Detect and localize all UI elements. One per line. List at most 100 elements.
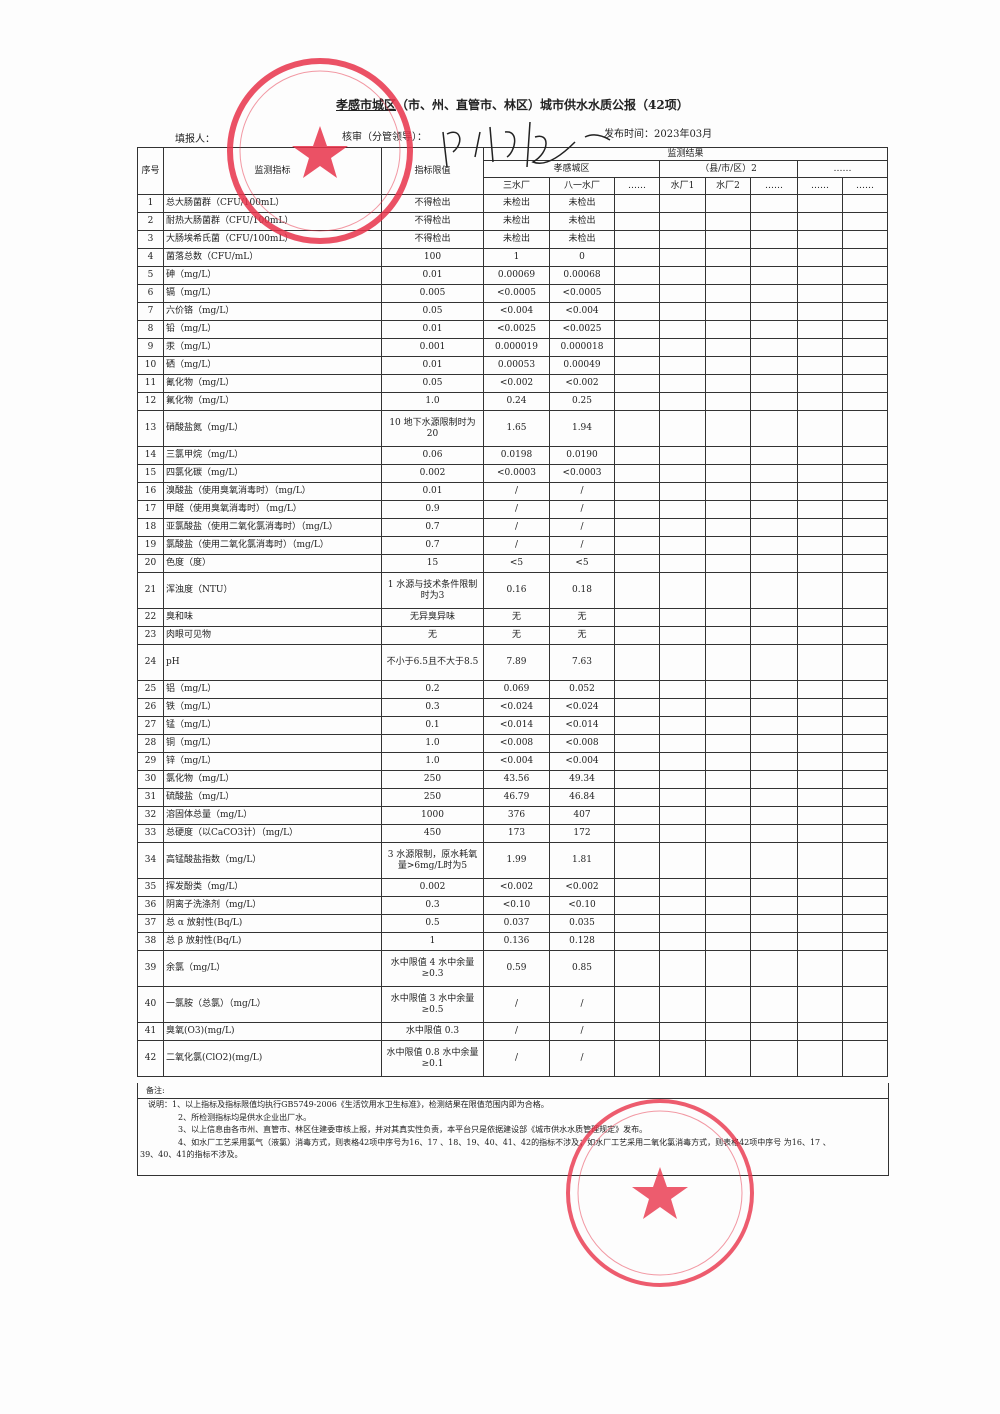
sanshui-value: <0.002	[483, 878, 550, 897]
empty-cell	[705, 986, 751, 1023]
empty-cell	[705, 320, 751, 339]
seq-cell: 25	[137, 680, 164, 699]
handwritten-signature	[442, 121, 611, 168]
empty-cell	[705, 644, 751, 681]
seq-cell: 17	[137, 500, 164, 519]
bayi-value: <5	[549, 554, 615, 573]
seq-cell: 28	[137, 734, 164, 753]
header-plant: 三水厂	[483, 177, 550, 195]
empty-cell	[750, 518, 798, 537]
sanshui-value: <0.004	[483, 752, 550, 771]
empty-cell	[705, 680, 751, 699]
seq-cell: 41	[137, 1022, 164, 1041]
table-row: 36 阴离子洗涤剂（mg/L） 0.3 <0.10 <0.10	[137, 896, 888, 915]
limit-cell: 100	[381, 248, 484, 267]
sanshui-value: /	[483, 518, 550, 537]
seq-cell: 2	[137, 212, 164, 231]
empty-cell	[659, 302, 706, 321]
empty-cell	[659, 914, 706, 933]
empty-cell	[705, 230, 751, 249]
bayi-value: 0.85	[549, 950, 615, 987]
empty-cell	[797, 878, 843, 897]
empty-cell	[750, 626, 798, 645]
table-row: 20 色度（度） 15 <5 <5	[137, 554, 888, 573]
seq-cell: 5	[137, 266, 164, 285]
bayi-value: /	[549, 518, 615, 537]
empty-cell	[797, 464, 843, 483]
limit-cell: 水中限值 0.3	[381, 1022, 484, 1041]
indicator-cell: 锌（mg/L）	[163, 752, 382, 771]
empty-cell	[659, 932, 706, 951]
seq-cell: 11	[137, 374, 164, 393]
empty-cell	[797, 644, 843, 681]
empty-cell	[659, 896, 706, 915]
empty-cell	[750, 608, 798, 627]
empty-cell	[842, 1040, 888, 1077]
empty-cell	[705, 464, 751, 483]
seq-cell: 10	[137, 356, 164, 375]
table-row: 2 耐热大肠菌群（CFU/100mL） 不得检出 未检出 未检出	[137, 212, 888, 231]
empty-cell	[659, 644, 706, 681]
empty-cell	[797, 716, 843, 735]
table-row: 37 总 α 放射性(Bq/L) 0.5 0.037 0.035	[137, 914, 888, 933]
empty-cell	[842, 356, 888, 375]
empty-cell	[614, 842, 660, 879]
seq-cell: 35	[137, 878, 164, 897]
empty-cell	[614, 914, 660, 933]
bayi-value: 1.94	[549, 410, 615, 447]
empty-cell	[705, 392, 751, 411]
empty-cell	[750, 392, 798, 411]
empty-cell	[659, 374, 706, 393]
empty-cell	[659, 194, 706, 213]
limit-cell: 0.002	[381, 464, 484, 483]
bayi-value: <0.0025	[549, 320, 615, 339]
empty-cell	[659, 266, 706, 285]
seq-cell: 38	[137, 932, 164, 951]
table-row: 5 砷（mg/L） 0.01 0.00069 0.00068	[137, 266, 888, 285]
empty-cell	[797, 806, 843, 825]
empty-cell	[614, 752, 660, 771]
indicator-cell: pH	[163, 644, 382, 681]
empty-cell	[659, 392, 706, 411]
empty-cell	[797, 752, 843, 771]
empty-cell	[705, 1040, 751, 1077]
limit-cell: 0.01	[381, 266, 484, 285]
empty-cell	[705, 518, 751, 537]
empty-cell	[750, 842, 798, 879]
empty-cell	[705, 878, 751, 897]
empty-cell	[659, 464, 706, 483]
reviewer-label: 核审（分管领导）：	[342, 132, 427, 143]
empty-cell	[659, 950, 706, 987]
empty-cell	[614, 698, 660, 717]
empty-cell	[842, 500, 888, 519]
publish-date: 发布时间：2023年03月	[604, 129, 713, 140]
empty-cell	[659, 356, 706, 375]
table-row: 18 亚氯酸盐（使用二氧化氯消毒时）（mg/L） 0.7//	[137, 518, 888, 537]
empty-cell	[797, 572, 843, 609]
empty-cell	[614, 770, 660, 789]
empty-cell	[842, 284, 888, 303]
bayi-value: /	[549, 1022, 615, 1041]
table-row: 31 硫酸盐（mg/L） 250 46.79 46.84	[137, 788, 888, 807]
empty-cell	[614, 806, 660, 825]
sanshui-value: 0.0198	[483, 446, 550, 465]
empty-cell	[842, 194, 888, 213]
empty-cell	[614, 788, 660, 807]
empty-cell	[797, 338, 843, 357]
limit-cell: 0.7	[381, 518, 484, 537]
empty-cell	[659, 320, 706, 339]
indicator-cell: 一氯胺（总氯）（mg/L）	[163, 986, 382, 1023]
limit-cell: 1.0	[381, 392, 484, 411]
empty-cell	[705, 698, 751, 717]
empty-cell	[705, 374, 751, 393]
bayi-value: /	[549, 500, 615, 519]
empty-cell	[797, 896, 843, 915]
empty-cell	[659, 284, 706, 303]
limit-cell: 10 地下水源限制时为20	[381, 410, 484, 447]
empty-cell	[797, 446, 843, 465]
empty-cell	[797, 554, 843, 573]
empty-cell	[842, 644, 888, 681]
empty-cell	[750, 464, 798, 483]
empty-cell	[750, 554, 798, 573]
empty-cell	[750, 446, 798, 465]
